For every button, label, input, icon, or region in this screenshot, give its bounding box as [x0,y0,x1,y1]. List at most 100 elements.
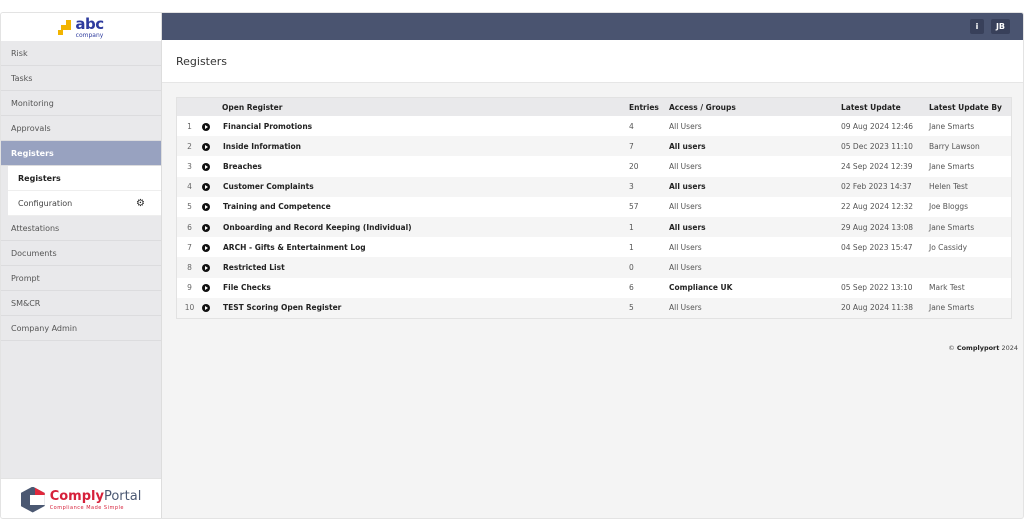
sidebar-item-sm-cr[interactable]: SM&CR [1,291,161,316]
logo-mark-icon [58,20,72,35]
table-row[interactable]: 9 File Checks 6 Compliance UK 05 Sep 2022 13… [177,278,1011,298]
sidebar-item-registers[interactable]: Registers [1,141,161,166]
register-name[interactable]: TEST Scoring Open Register [222,297,629,318]
latest-update: 09 Aug 2024 12:46 [841,121,914,131]
row-number: 7 [187,242,192,252]
register-name[interactable]: Onboarding and Record Keeping (Individua… [222,216,629,238]
table-row[interactable]: 6 Onboarding and Record Keeping (Individu… [177,216,1011,238]
sidebar-item-attestations[interactable]: Attestations [1,216,161,241]
col-entries[interactable]: Entries [629,98,669,116]
open-cell [202,136,222,157]
row-number: 10 [177,297,202,318]
register-name[interactable]: Inside Information [222,136,629,157]
entries-count: 20 [629,161,639,171]
open-register-play-icon[interactable] [202,162,210,171]
sidebar-item-monitoring[interactable]: Monitoring [1,91,161,116]
row-number: 3 [187,161,192,171]
footer: © Complyport 2024 [948,344,1018,352]
access-groups: All Users [669,257,841,278]
latest-update-by: Mark Test [929,283,965,293]
col-open-icon [202,98,222,116]
register-name[interactable]: Breaches [223,161,262,171]
latest-update [841,257,929,278]
table-row[interactable]: 4 Customer Complaints 3 All users 02 Feb 202… [177,176,1011,197]
register-name[interactable]: Restricted List [222,257,629,278]
register-name[interactable]: ARCH - Gifts & Entertainment Log [223,242,366,252]
open-register-play-icon[interactable] [202,203,210,212]
sidebar-item-risk[interactable]: Risk [1,41,161,66]
sidebar-item-documents[interactable]: Documents [1,241,161,266]
open-register-play-icon[interactable] [202,223,210,232]
open-register-play-icon[interactable] [202,122,210,131]
open-register-play-icon[interactable] [202,183,210,192]
latest-update: 05 Dec 2023 11:10 [841,136,929,157]
latest-update: 20 Aug 2024 11:38 [841,297,929,318]
latest-update: 22 Aug 2024 12:32 [841,202,914,212]
sidebar-subitem-registers[interactable]: Registers [8,166,161,191]
col-access-groups[interactable]: Access / Groups [669,98,841,116]
open-cell [202,257,222,278]
row-number: 9 [187,283,192,293]
sidebar-item-tasks[interactable]: Tasks [1,66,161,91]
table-row[interactable]: 7 ARCH - Gifts & Entertainment Log 1 All Us… [177,237,1011,257]
register-name[interactable]: File Checks [223,283,271,293]
access-groups: All Users [669,202,702,212]
open-register-play-icon[interactable] [202,304,210,313]
table-row[interactable]: 1 Financial Promotions 4 All Users 09 Aug 20… [177,116,1011,136]
sidebar-subitem-label: Configuration [18,199,73,208]
access-groups: All Users [669,297,841,318]
col-open-register[interactable]: Open Register [222,98,629,116]
latest-update-by: Barry Lawson [929,136,1011,157]
latest-update: 02 Feb 2023 14:37 [841,176,929,197]
latest-update: 05 Sep 2022 13:10 [841,283,913,293]
logo-subtext: company [75,31,104,39]
col-number [177,98,202,116]
gear-icon[interactable]: ⚙ [136,198,145,209]
latest-update-by: Joe Bloggs [929,202,969,212]
table-row[interactable]: 10 TEST Scoring Open Register 5 All Users 20… [177,297,1011,318]
user-avatar-button[interactable]: JB [991,19,1010,34]
register-name[interactable]: Training and Competence [223,202,331,212]
open-cell [202,156,222,176]
copyright-symbol: © [948,344,955,352]
complyportal-name: ComplyPortal [49,488,142,504]
logo-text: abc [75,14,104,33]
access-groups: All users [669,216,841,238]
col-latest-update[interactable]: Latest Update [841,98,929,116]
footer-company[interactable]: Complyport [956,344,1000,352]
table-row[interactable]: 2 Inside Information 7 All users 05 Dec 2023… [177,136,1011,157]
latest-update-by: Jane Smarts [929,297,1011,318]
registers-table: Open Register Entries Access / Groups La… [176,97,1012,319]
open-cell [202,237,222,257]
open-cell [202,297,222,318]
col-latest-update-by[interactable]: Latest Update By [929,98,1011,116]
sidebar-item-company-admin[interactable]: Company Admin [1,316,161,341]
row-number: 5 [187,202,192,212]
access-groups: All Users [669,161,702,171]
open-cell [202,176,222,197]
open-register-play-icon[interactable] [202,284,210,293]
sidebar-item-approvals[interactable]: Approvals [1,116,161,141]
table-row[interactable]: 5 Training and Competence 57 All Users 22 Au… [177,197,1011,217]
latest-update-by: Jo Cassidy [929,242,968,252]
latest-update-by: Jane Smarts [929,216,1011,238]
entries-count: 0 [629,257,669,278]
open-register-play-icon[interactable] [202,263,210,272]
entries-count: 1 [629,216,669,238]
latest-update-by: Helen Test [929,176,1011,197]
register-name[interactable]: Customer Complaints [222,176,629,197]
register-name[interactable]: Financial Promotions [223,121,313,131]
complyportal-logo: ComplyPortal Compliance Made Simple [1,478,161,518]
complyportal-logo-icon [20,486,45,513]
info-button[interactable]: i [970,19,984,34]
table-row[interactable]: 3 Breaches 20 All Users 24 Sep 2024 12:39 Jan… [177,156,1011,176]
entries-count: 57 [629,202,639,212]
open-register-play-icon[interactable] [202,142,210,151]
sidebar-item-prompt[interactable]: Prompt [1,266,161,291]
sidebar-subitem-configuration[interactable]: Configuration ⚙ [8,191,161,216]
sidebar-nav: Risk Tasks Monitoring Approvals Registers Reg… [1,41,161,341]
open-register-play-icon[interactable] [202,243,210,252]
table-row[interactable]: 8 Restricted List 0 All Users [177,257,1011,278]
entries-count: 6 [629,283,634,293]
company-logo[interactable]: abc company [1,13,161,41]
